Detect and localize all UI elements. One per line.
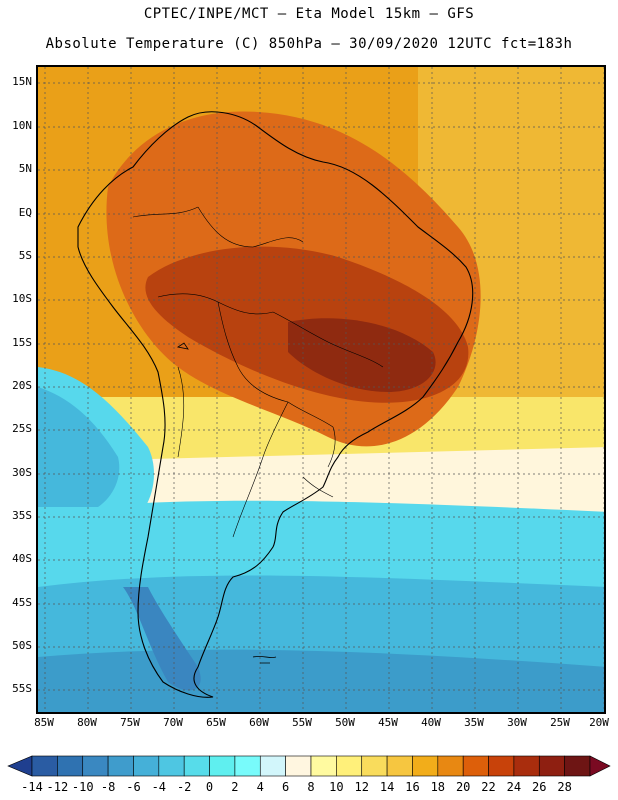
- colorbar-swatch: [538, 755, 565, 777]
- lat-label: 45S: [12, 596, 32, 609]
- colorbar-swatch: [31, 755, 58, 777]
- lat-label: 35S: [12, 509, 32, 522]
- lon-label: 30W: [507, 716, 527, 729]
- colorbar-tick-label: 0: [205, 780, 214, 794]
- colorbar-swatch: [183, 755, 210, 777]
- colorbar-swatch: [513, 755, 540, 777]
- colorbar-swatch: [209, 755, 236, 777]
- colorbar-tick-label: 20: [455, 780, 471, 794]
- colorbar-swatch: [564, 755, 591, 777]
- lon-label: 35W: [464, 716, 484, 729]
- lat-label: 55S: [12, 682, 32, 695]
- colorbar-tick-label: 16: [405, 780, 420, 794]
- lake-titicaca: [176, 342, 189, 350]
- continent-core-field: [288, 318, 436, 392]
- colorbar-swatch: [361, 755, 388, 777]
- lon-label: 50W: [335, 716, 355, 729]
- colorbar-tick-label: 28: [557, 780, 572, 794]
- colorbar-swatch: [158, 755, 185, 777]
- lon-label: 70W: [163, 716, 183, 729]
- patagonia-cold-field: [123, 587, 201, 691]
- graticule: [38, 67, 604, 712]
- colorbar-swatch: [462, 755, 489, 777]
- colorbar-tick-label: 24: [506, 780, 522, 794]
- colorbar-swatch: [234, 755, 261, 777]
- country-borders: [132, 206, 384, 538]
- colorbar-tick-label: 6: [282, 780, 290, 794]
- colorbar-swatch: [57, 755, 84, 777]
- lat-label: 25S: [12, 422, 32, 435]
- colorbar-tick-label: -14: [21, 780, 43, 794]
- colorbar-tick-label: 2: [231, 780, 239, 794]
- lon-label: 25W: [550, 716, 570, 729]
- colorbar-tick-label: 10: [329, 780, 344, 794]
- lat-label: 40S: [12, 552, 32, 565]
- colorbar-tick-label: 14: [379, 780, 395, 794]
- lon-label: 40W: [421, 716, 441, 729]
- south-america-coastline: [77, 111, 474, 698]
- lat-label: 30S: [12, 466, 32, 479]
- falklands-islands: [252, 656, 277, 664]
- colorbar-swatch: [412, 755, 439, 777]
- pacific-colder-tongue: [38, 387, 120, 507]
- map-subtitle: Absolute Temperature (C) 850hPa – 30/09/…: [45, 36, 573, 52]
- lon-label: 20W: [589, 716, 609, 729]
- colorbar-tick-label: -10: [71, 780, 94, 794]
- colorbar-tick-label: 8: [307, 780, 315, 794]
- colorbar-swatch: [285, 755, 312, 777]
- lon-label: 55W: [292, 716, 312, 729]
- lon-label: 85W: [34, 716, 54, 729]
- lat-label: 5S: [18, 249, 32, 262]
- lat-label: 15S: [12, 336, 32, 349]
- lat-label: 20S: [12, 379, 32, 392]
- colorbar-swatch: [386, 755, 413, 777]
- lat-label: 15N: [12, 75, 32, 88]
- colorbar-swatch: [310, 755, 337, 777]
- lat-label: 10N: [12, 119, 32, 132]
- lon-label: 65W: [206, 716, 226, 729]
- lat-label: 50S: [12, 639, 32, 652]
- colorbar-swatch: [336, 755, 363, 777]
- colorbar-tick-label: -6: [126, 780, 141, 794]
- temperature-map: [36, 65, 606, 714]
- colorbar-tick-label: -8: [100, 780, 116, 794]
- colorbar-swatch: [107, 755, 134, 777]
- lon-label: 45W: [378, 716, 398, 729]
- lon-label: 80W: [77, 716, 97, 729]
- map-title: CPTEC/INPE/MCT – Eta Model 15km – GFS: [143, 6, 475, 22]
- colorbar-high-arrow: [589, 755, 611, 777]
- colorbar-low-arrow: [7, 755, 33, 777]
- colorbar-tick-label: 22: [481, 780, 496, 794]
- colorbar-swatch: [488, 755, 515, 777]
- colorbar-swatch: [82, 755, 109, 777]
- lat-label: EQ: [18, 206, 32, 219]
- colorbar-tick-label: 4: [256, 780, 264, 794]
- lat-label: 5N: [18, 162, 32, 175]
- lat-label: 10S: [12, 292, 32, 305]
- colorbar-tick-label: -12: [46, 780, 69, 794]
- colorbar: [7, 755, 611, 777]
- colorbar-tick-label: -2: [176, 780, 192, 794]
- colorbar-swatch: [437, 755, 464, 777]
- colorbar-tick-label: 12: [354, 780, 369, 794]
- colorbar-swatch: [133, 755, 160, 777]
- colorbar-tick-label: 26: [532, 780, 547, 794]
- lon-label: 60W: [249, 716, 269, 729]
- lon-label: 75W: [120, 716, 140, 729]
- colorbar-swatch: [259, 755, 286, 777]
- colorbar-tick-label: -4: [151, 780, 167, 794]
- colorbar-tick-label: 18: [430, 780, 446, 794]
